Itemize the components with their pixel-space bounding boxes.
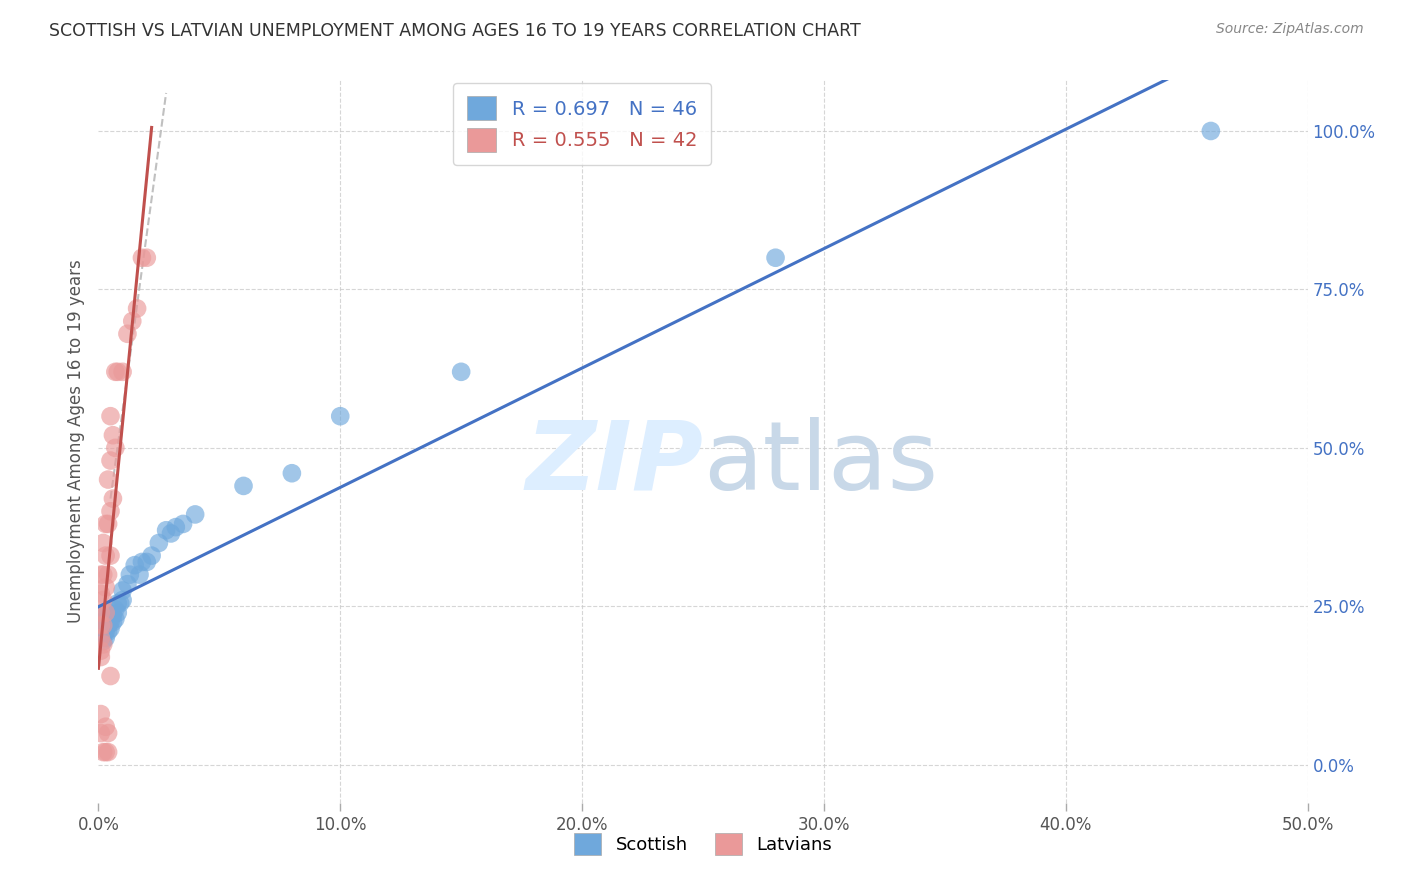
- Point: [94, 631, 117, 645]
- Point: [117, 326, 139, 341]
- Point: [91, 745, 114, 759]
- Point: [97, 567, 120, 582]
- Point: [94, 549, 117, 563]
- Text: ZIP: ZIP: [524, 417, 703, 509]
- Point: [1199, 124, 1222, 138]
- Point: [141, 549, 163, 563]
- Point: [90, 606, 112, 620]
- Point: [765, 251, 787, 265]
- Point: [107, 596, 129, 610]
- Point: [104, 602, 127, 616]
- Point: [94, 612, 117, 626]
- Point: [94, 618, 117, 632]
- Point: [97, 473, 120, 487]
- Point: [91, 567, 114, 582]
- Point: [131, 251, 153, 265]
- Point: [91, 618, 114, 632]
- Point: [100, 608, 122, 623]
- Point: [97, 618, 120, 632]
- Point: [94, 720, 117, 734]
- Point: [97, 606, 120, 620]
- Point: [91, 628, 114, 642]
- Point: [100, 504, 122, 518]
- Point: [94, 516, 117, 531]
- Point: [111, 365, 134, 379]
- Point: [104, 365, 127, 379]
- Point: [104, 612, 127, 626]
- Point: [100, 615, 122, 630]
- Point: [135, 555, 157, 569]
- Point: [90, 650, 112, 665]
- Point: [90, 631, 112, 645]
- Point: [100, 669, 122, 683]
- Point: [91, 536, 114, 550]
- Point: [97, 745, 120, 759]
- Point: [124, 558, 146, 573]
- Point: [155, 523, 177, 537]
- Point: [91, 622, 114, 636]
- Point: [90, 726, 112, 740]
- Point: [281, 467, 304, 481]
- Point: [101, 428, 124, 442]
- Point: [90, 643, 112, 657]
- Point: [91, 637, 114, 651]
- Point: [121, 314, 143, 328]
- Legend: Scottish, Latvians: Scottish, Latvians: [567, 826, 839, 863]
- Text: Source: ZipAtlas.com: Source: ZipAtlas.com: [1216, 22, 1364, 37]
- Point: [160, 526, 183, 541]
- Point: [450, 365, 472, 379]
- Point: [90, 567, 112, 582]
- Text: SCOTTISH VS LATVIAN UNEMPLOYMENT AMONG AGES 16 TO 19 YEARS CORRELATION CHART: SCOTTISH VS LATVIAN UNEMPLOYMENT AMONG A…: [49, 22, 860, 40]
- Point: [172, 516, 194, 531]
- Point: [118, 567, 141, 582]
- Point: [94, 745, 117, 759]
- Point: [91, 634, 114, 648]
- Point: [91, 593, 114, 607]
- Point: [165, 520, 187, 534]
- Point: [94, 606, 117, 620]
- Point: [100, 622, 122, 636]
- Point: [101, 615, 124, 630]
- Point: [131, 555, 153, 569]
- Point: [111, 583, 134, 598]
- Point: [117, 577, 139, 591]
- Point: [101, 608, 124, 623]
- Point: [100, 453, 122, 467]
- Point: [90, 618, 112, 632]
- Point: [148, 536, 170, 550]
- Point: [184, 508, 207, 522]
- Point: [107, 606, 129, 620]
- Point: [90, 587, 112, 601]
- Point: [91, 608, 114, 623]
- Point: [135, 251, 157, 265]
- Point: [107, 365, 129, 379]
- Point: [97, 624, 120, 639]
- Point: [90, 707, 112, 722]
- Point: [108, 596, 131, 610]
- Point: [101, 491, 124, 506]
- Point: [232, 479, 254, 493]
- Point: [329, 409, 352, 424]
- Point: [128, 567, 150, 582]
- Point: [90, 618, 112, 632]
- Text: atlas: atlas: [703, 417, 938, 509]
- Point: [111, 593, 134, 607]
- Point: [90, 631, 112, 645]
- Point: [127, 301, 149, 316]
- Point: [97, 726, 120, 740]
- Point: [104, 441, 127, 455]
- Point: [91, 615, 114, 630]
- Point: [100, 409, 122, 424]
- Y-axis label: Unemployment Among Ages 16 to 19 years: Unemployment Among Ages 16 to 19 years: [66, 260, 84, 624]
- Point: [97, 516, 120, 531]
- Point: [90, 624, 112, 639]
- Point: [94, 624, 117, 639]
- Point: [100, 549, 122, 563]
- Point: [94, 580, 117, 594]
